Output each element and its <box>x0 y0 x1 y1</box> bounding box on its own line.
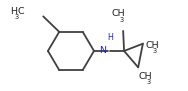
Text: CH: CH <box>145 41 159 50</box>
Text: N: N <box>100 46 107 55</box>
Text: H: H <box>107 33 113 42</box>
Text: C: C <box>17 7 24 16</box>
Text: H: H <box>10 7 17 16</box>
Text: 3: 3 <box>120 17 124 23</box>
Text: CH: CH <box>111 9 125 18</box>
Text: 3: 3 <box>146 79 150 85</box>
Text: 3: 3 <box>14 14 19 20</box>
Text: 3: 3 <box>153 48 157 54</box>
Text: CH: CH <box>139 72 152 81</box>
